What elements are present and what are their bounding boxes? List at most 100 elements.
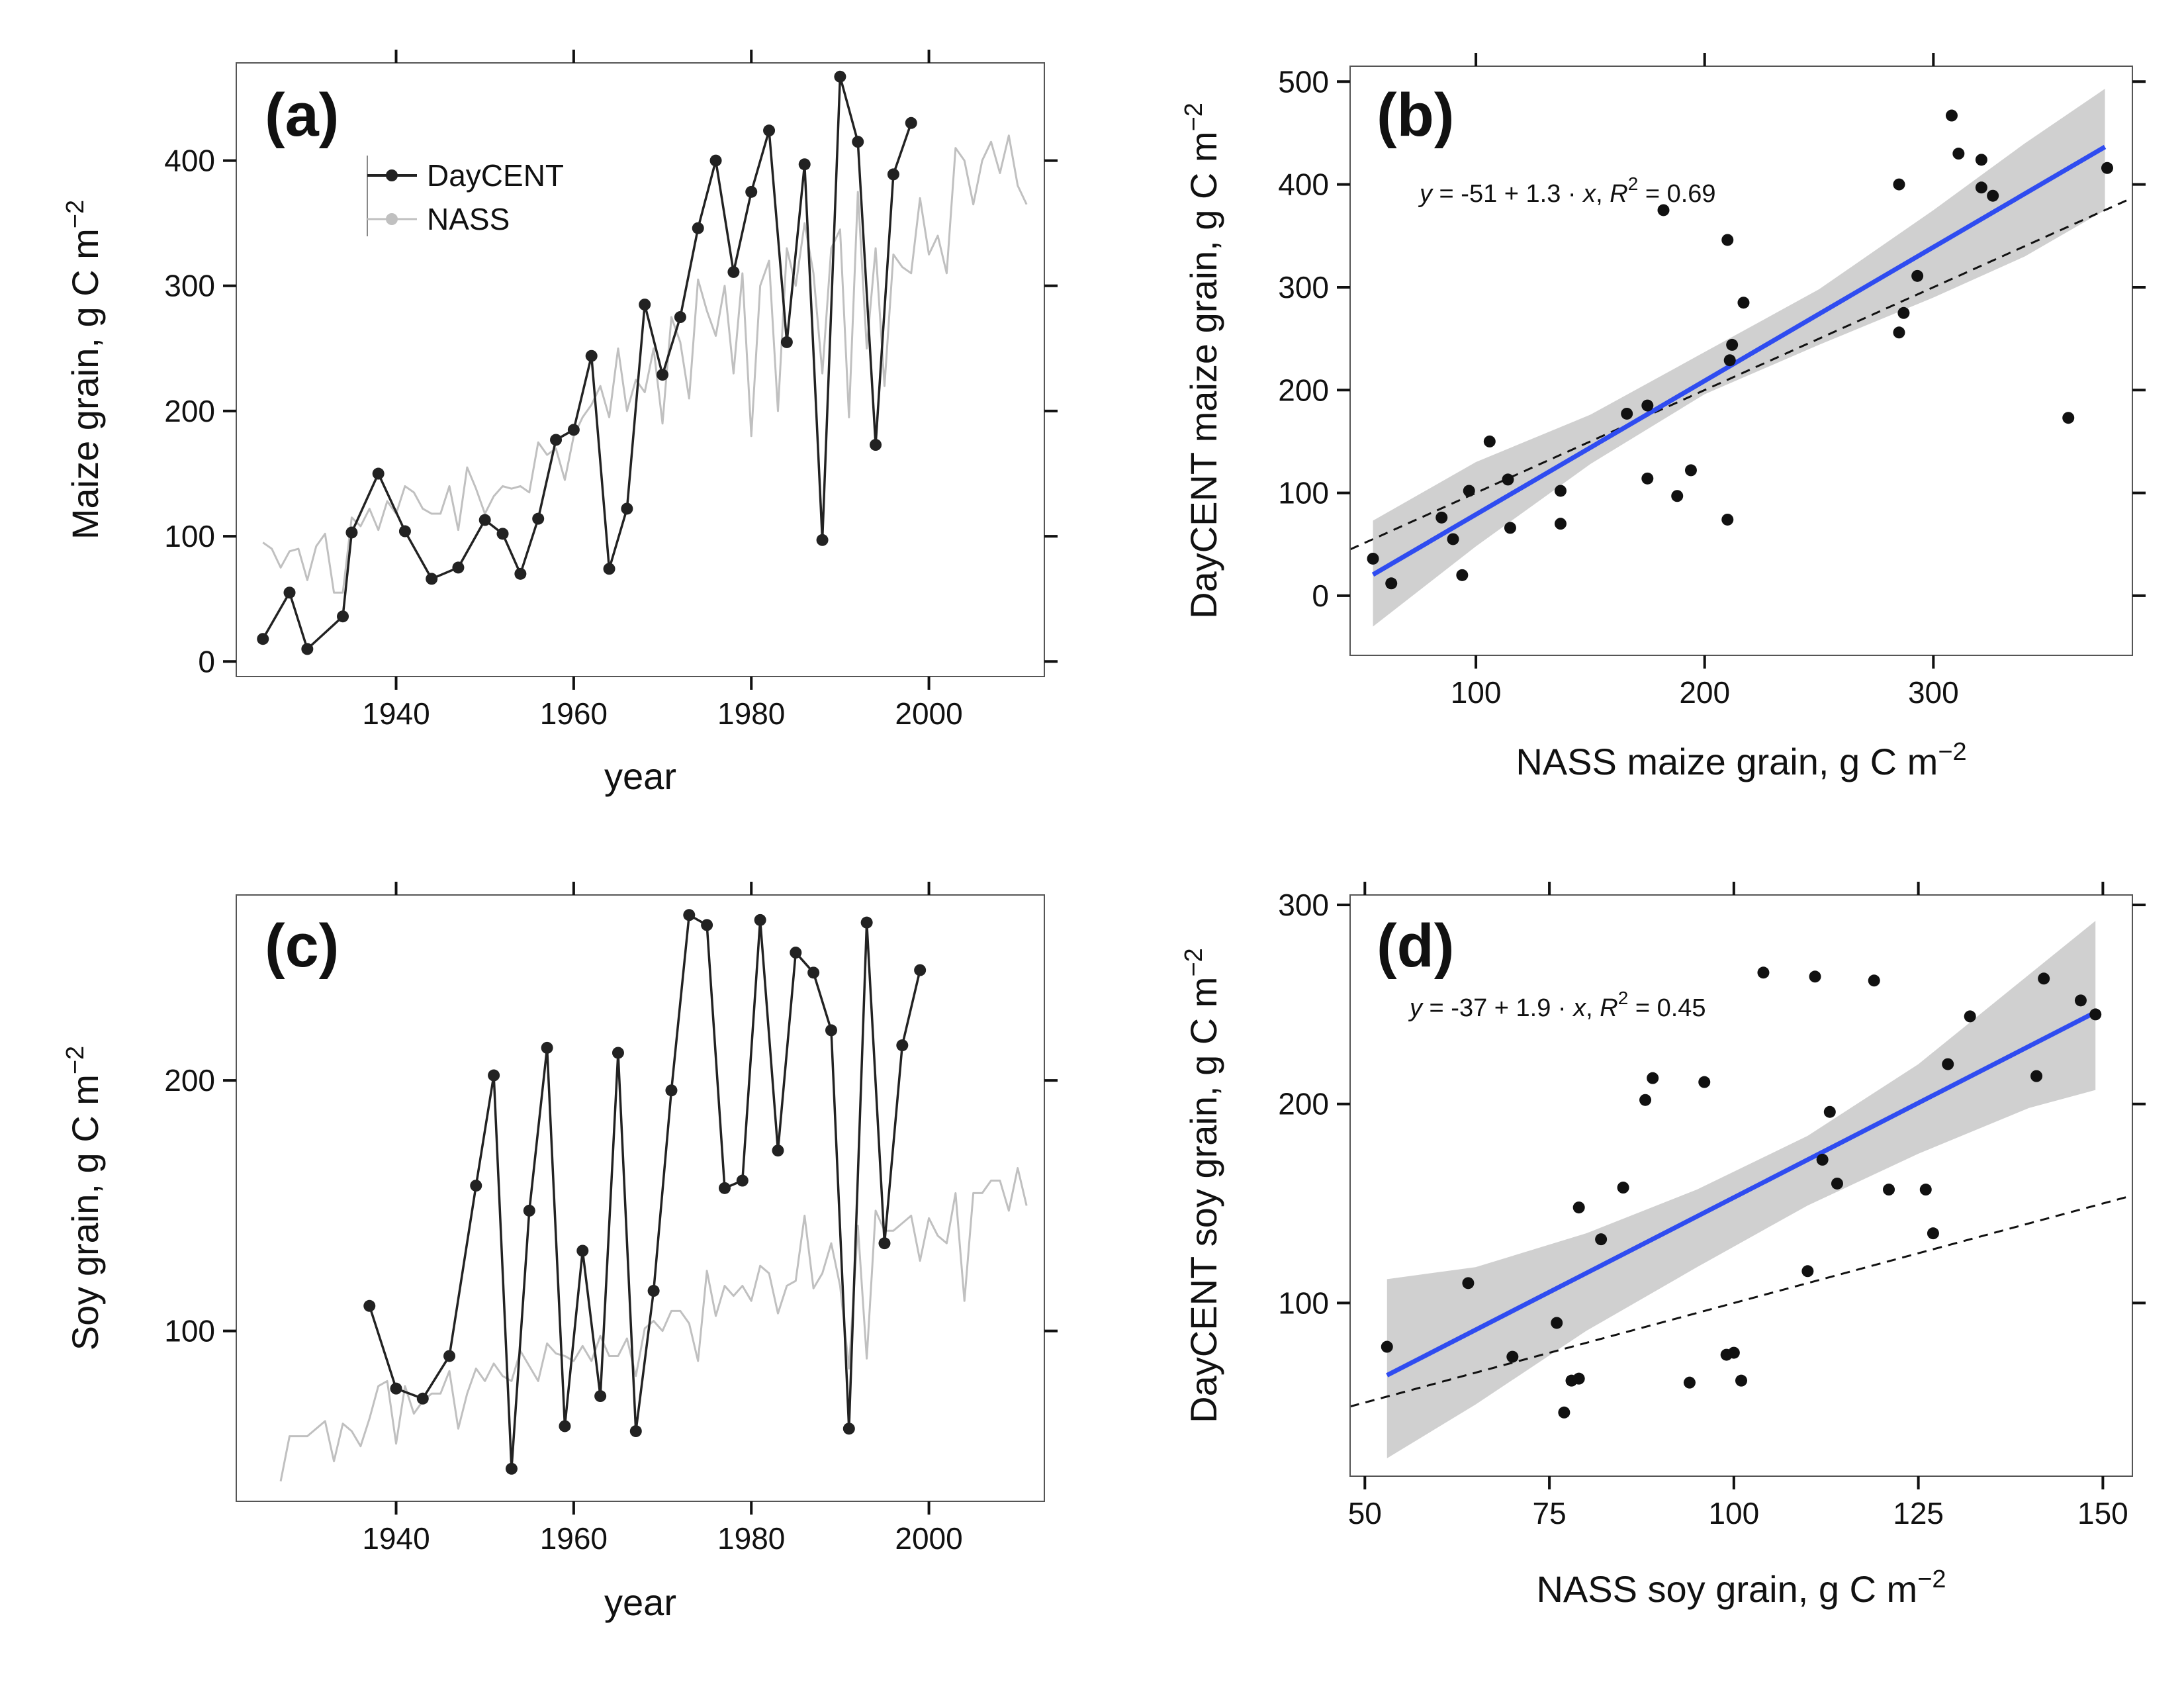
x-tick-label: 150 [2077, 1496, 2128, 1530]
data-point [1551, 1317, 1563, 1329]
data-point [1801, 1265, 1814, 1278]
data-point [1502, 473, 1514, 486]
series-point [532, 512, 545, 525]
series-point [363, 1299, 376, 1312]
data-point [1504, 522, 1516, 534]
series-point [629, 1425, 642, 1438]
y-axis-title: Soy grain, g C m−2 [62, 1046, 106, 1350]
plot-frame [236, 62, 1045, 677]
y-tick-label: 200 [164, 1063, 215, 1098]
series-point [639, 299, 651, 311]
plot-frame [1349, 894, 2133, 1477]
y-tick-label: 100 [164, 1314, 215, 1348]
regression-equation: y = -37 + 1.9 · x, R2 = 0.45 [1408, 988, 1706, 1022]
data-point [1897, 306, 1910, 319]
series-point [842, 1423, 855, 1435]
series-point [372, 467, 385, 480]
data-point [1385, 577, 1398, 590]
data-point [1506, 1350, 1519, 1363]
confidence-band [1387, 921, 2096, 1458]
legend: DayCENT NASS [367, 156, 564, 236]
plot-area-a [257, 70, 1028, 655]
y-tick-label: 300 [1278, 888, 1329, 922]
series-point [488, 1069, 500, 1082]
data-point [1987, 189, 1999, 202]
x-tick-label: 75 [1532, 1496, 1566, 1530]
series-point [878, 1237, 891, 1250]
series-point [701, 919, 713, 931]
x-tick-label: 1960 [540, 1521, 608, 1556]
reference-line [1350, 1194, 2132, 1408]
series-point [647, 1285, 660, 1297]
series-point [790, 947, 802, 959]
data-point [2089, 1008, 2102, 1021]
data-point [1558, 1406, 1570, 1419]
x-tick-label: 1960 [540, 696, 608, 731]
data-point [1945, 109, 1958, 122]
data-point [1964, 1010, 1976, 1023]
series-point [852, 136, 864, 148]
series-point [345, 526, 358, 539]
data-point [2030, 1070, 2043, 1082]
data-point [1911, 269, 1924, 282]
series-point [807, 966, 820, 979]
series-point [887, 168, 899, 181]
x-tick-label: 1940 [362, 1521, 430, 1556]
panel-label: (d) [1377, 912, 1454, 980]
x-axis-title: year [604, 1581, 676, 1623]
y-tick-label: 100 [164, 519, 215, 553]
x-tick-label: 2000 [895, 1521, 962, 1556]
data-point [2101, 162, 2113, 174]
x-tick-label: 2000 [895, 696, 962, 731]
data-point [1554, 518, 1567, 530]
x-tick-label: 50 [1348, 1496, 1382, 1530]
data-point [1735, 1374, 1747, 1387]
data-point [2062, 412, 2075, 424]
data-point [1554, 485, 1567, 497]
data-point [1757, 966, 1770, 979]
series-point [718, 1182, 731, 1194]
series-point [905, 117, 917, 129]
series-point [478, 514, 491, 526]
x-axis-title: NASS maize grain, g C m−2 [1516, 738, 1966, 782]
confidence-band [1373, 89, 2105, 627]
data-point [1483, 435, 1496, 447]
y-tick-label: 0 [1312, 579, 1329, 613]
series-point [763, 124, 776, 137]
data-point [1641, 472, 1654, 485]
x-tick-label: 1980 [717, 696, 785, 731]
series-point [780, 336, 793, 348]
data-point [1816, 1153, 1829, 1166]
x-tick-label: 300 [1908, 675, 1959, 710]
series-point [452, 561, 465, 574]
series-point [505, 1462, 518, 1475]
y-axis-title: DayCENT soy grain, g C m−2 [1180, 948, 1224, 1423]
data-point [1831, 1177, 1843, 1190]
x-tick-label: 1940 [362, 696, 430, 731]
y-tick-label: 300 [1278, 270, 1329, 305]
data-point [1641, 399, 1654, 412]
data-point [2074, 994, 2087, 1007]
data-point [1721, 513, 1734, 526]
data-point [1809, 970, 1821, 983]
data-point [1617, 1182, 1629, 1194]
data-point [1868, 974, 1880, 987]
series-point [683, 909, 696, 921]
series-point [257, 633, 269, 645]
panel-label: (a) [265, 81, 339, 149]
data-point [1942, 1058, 1954, 1070]
data-point [1975, 154, 1987, 166]
legend-marker [386, 169, 398, 181]
series-point [559, 1420, 571, 1432]
series-point [443, 1350, 456, 1362]
data-point [1726, 338, 1739, 351]
y-tick-label: 400 [164, 144, 215, 178]
plot-frame [236, 894, 1045, 1502]
data-point [1572, 1372, 1585, 1385]
series-line-nass [262, 134, 1028, 594]
series-point [754, 914, 766, 926]
x-tick-label: 100 [1708, 1496, 1759, 1530]
regression-line [1371, 144, 2107, 577]
panel-b: 100 200 300 0 100 200 300 400 500 NASS maize grai… [1180, 53, 2146, 782]
data-point [1721, 234, 1734, 246]
